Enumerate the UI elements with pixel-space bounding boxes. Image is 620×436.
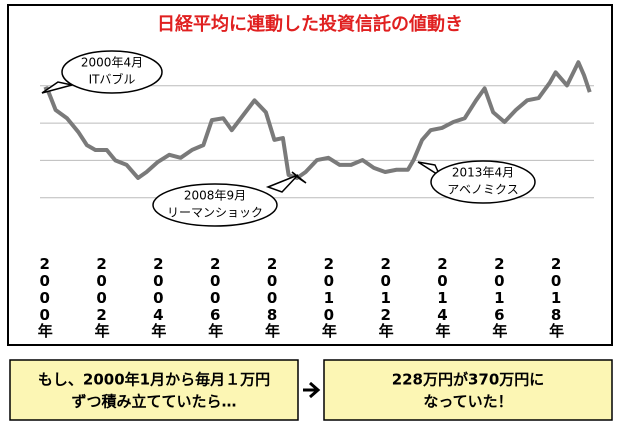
chart-title: 日経平均に連動した投資信託の値動き (157, 13, 463, 35)
condition-text: もし、2000年1月から毎月１万円 (38, 371, 270, 389)
annotation: 2000年4月 (81, 56, 143, 70)
condition-box (9, 359, 299, 421)
arrow (303, 381, 321, 399)
callout-bubbles (41, 50, 536, 227)
annotation: 2008年9月 (184, 189, 246, 203)
annotation: 2013年4月 (452, 166, 514, 180)
annotation: リーマンショック (167, 206, 263, 220)
result-box (323, 359, 613, 421)
x-tick-label: 2004年 (149, 255, 167, 339)
annotation: アベノミクス (447, 183, 518, 197)
x-tick-label: 2018年 (547, 255, 565, 339)
line-series (43, 60, 592, 180)
condition-text: ずつ積み立てていたら… (71, 393, 236, 411)
x-tick-label: 2000年 (36, 255, 54, 339)
annotation: ITバブル (89, 72, 136, 87)
x-tick-label: 2012年 (377, 255, 395, 339)
x-tick-label: 2006年 (206, 255, 224, 339)
result-text: 228万円が370万円に (392, 371, 545, 389)
x-tick-label: 2008年 (263, 255, 281, 339)
x-tick-label: 2010年 (320, 255, 338, 339)
x-tick-label: 2002年 (93, 255, 111, 339)
x-tick-label: 2014年 (434, 255, 452, 339)
x-tick-label: 2016年 (490, 255, 508, 339)
result-text: なっていた！ (423, 393, 512, 411)
